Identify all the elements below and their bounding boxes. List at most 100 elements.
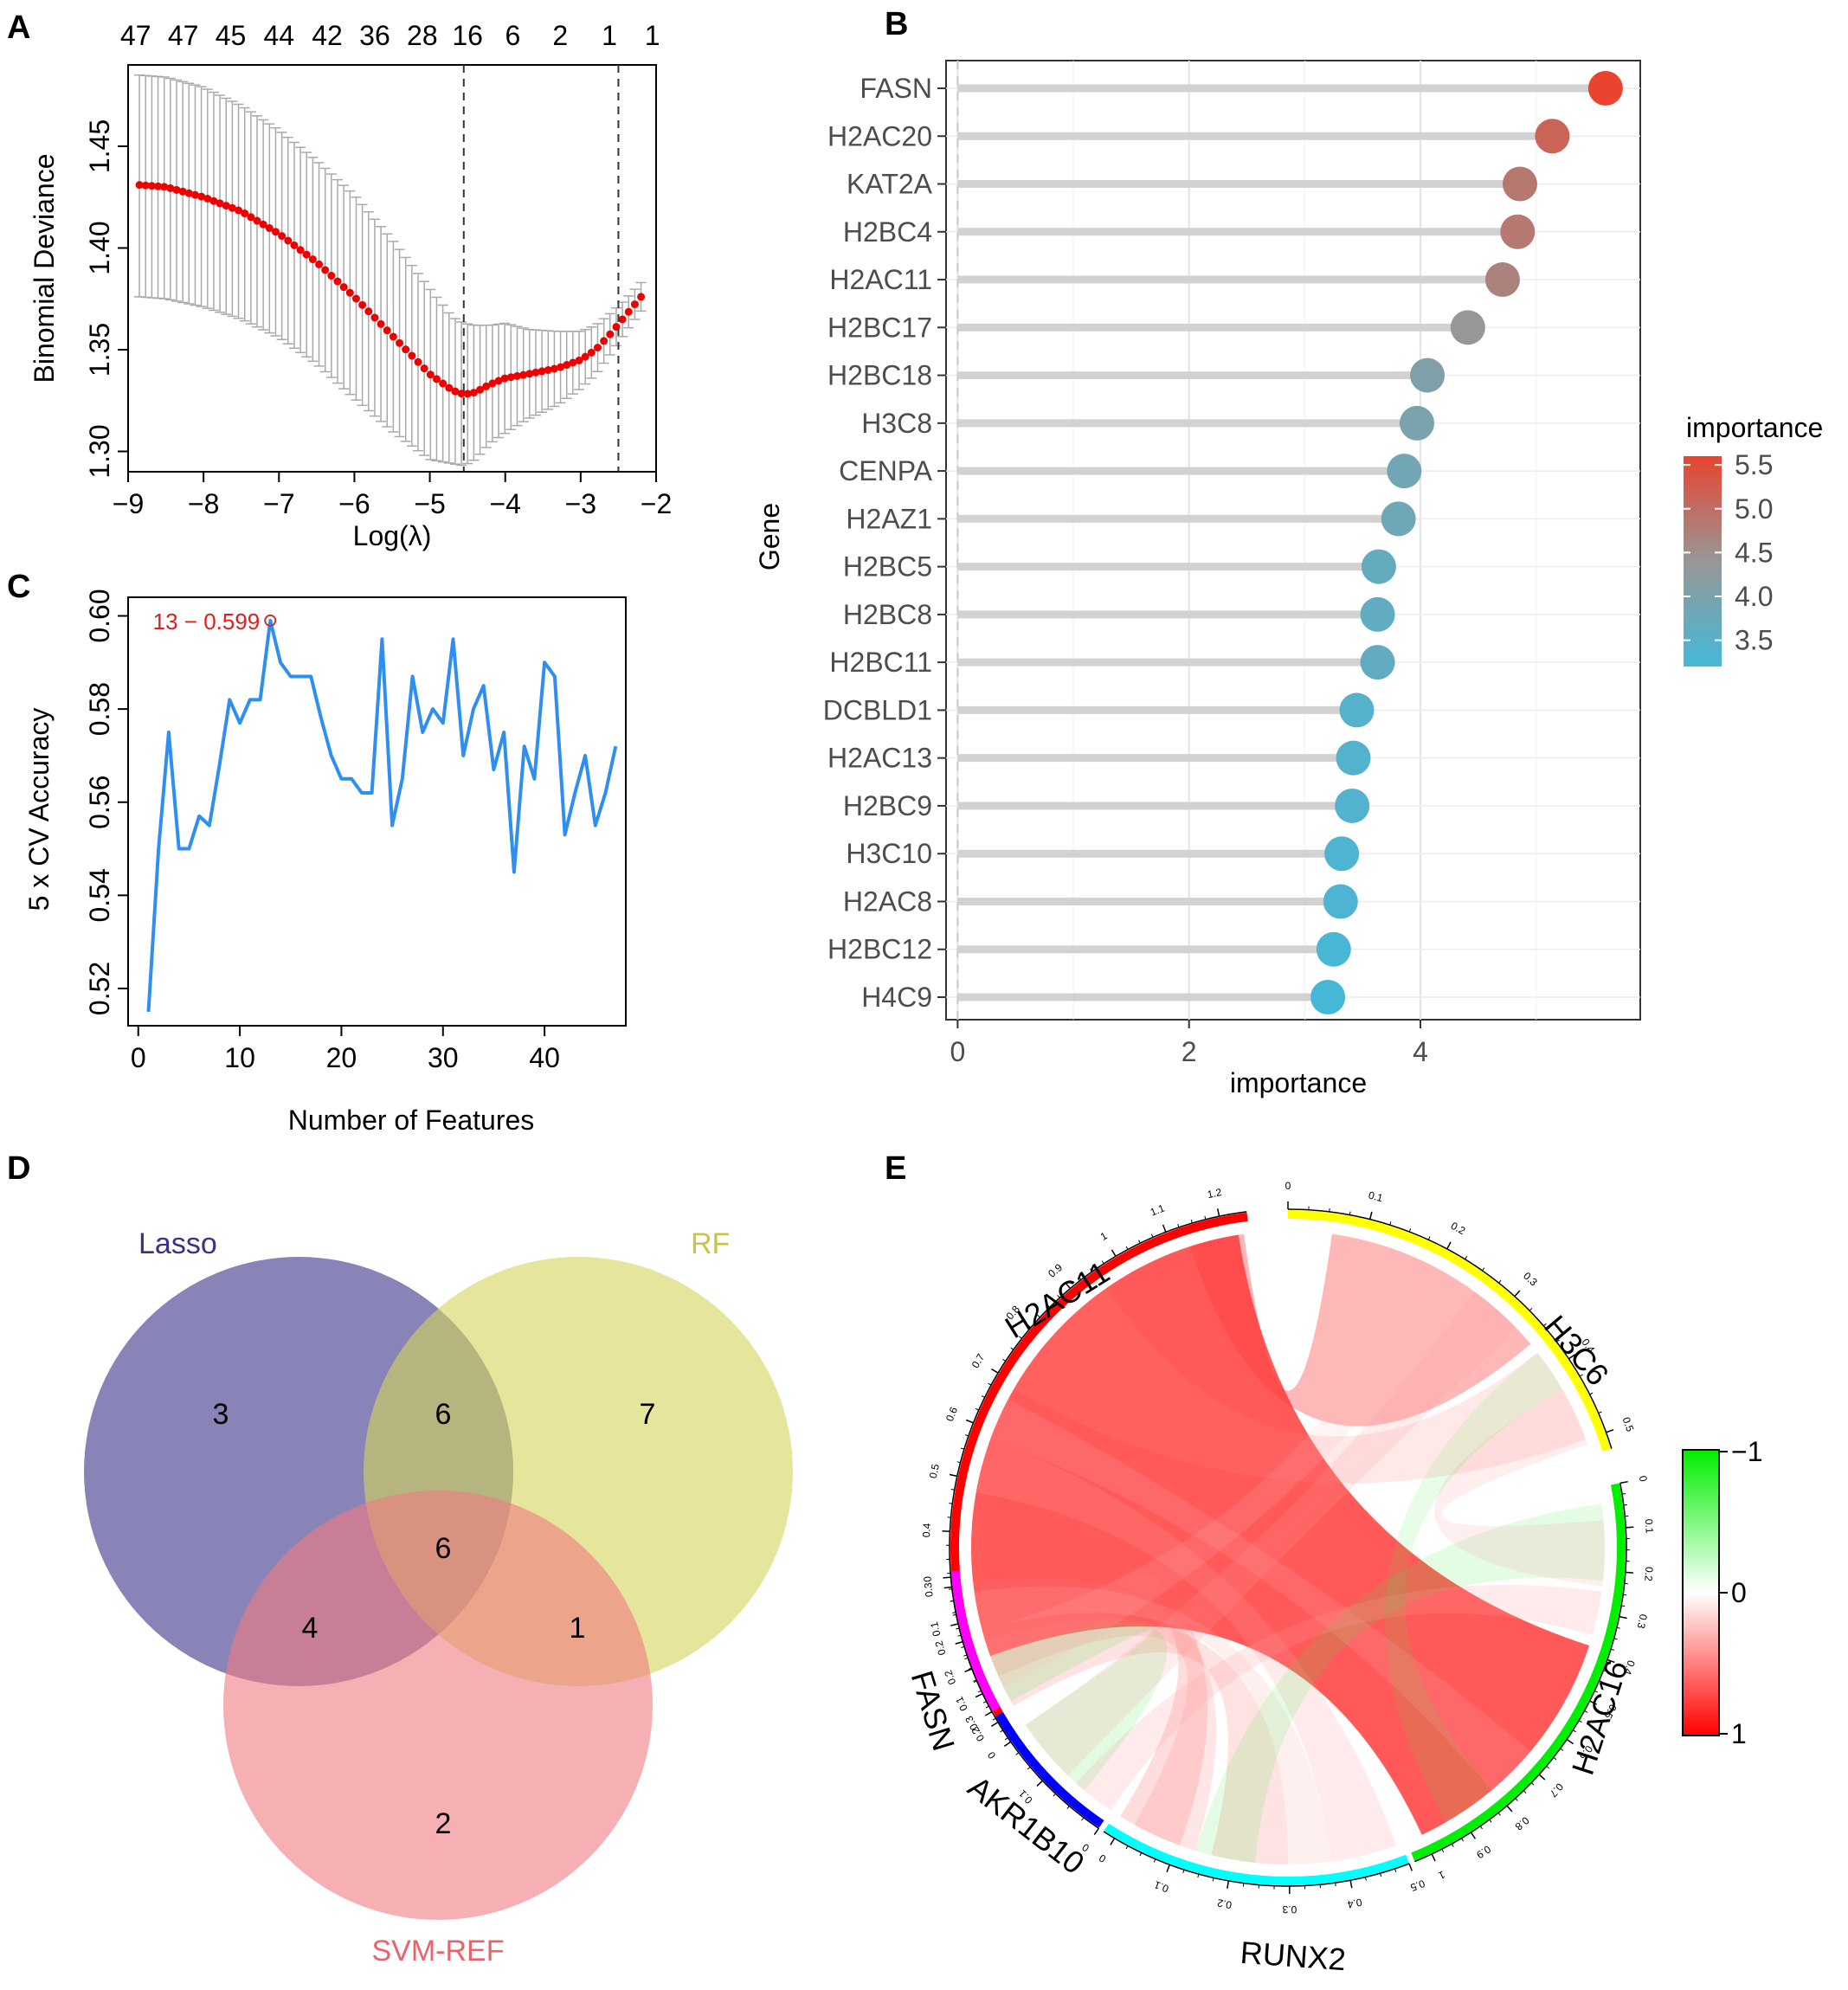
panel-e-sector-axis — [1414, 1483, 1627, 1863]
panel-e-minor-tick — [1079, 1277, 1082, 1280]
panel-e-tick-label: 0.2 — [1449, 1220, 1468, 1237]
panel-e-ribbons — [971, 1233, 1606, 1864]
panel-a-xtick-label: −2 — [641, 488, 672, 519]
panel-e-sector-runx2 — [1104, 1823, 1409, 1885]
panel-e-tick-label: 0.7 — [1547, 1781, 1566, 1800]
panel-a-ytick-label: 1.35 — [84, 323, 115, 377]
panel-d-venn: Lasso RF SVM-REF 3 7 2 6 4 1 6 — [84, 1227, 793, 1967]
panel-e-minor-tick — [1515, 1798, 1518, 1801]
panel-c-marks: 0 10 20 30 40 0.52 0.54 0.56 0.58 0.60 13 − 0.599 — [84, 589, 618, 1073]
panel-e-minor-tick — [1546, 1765, 1550, 1769]
panel-c-ytick-label: 0.58 — [84, 682, 115, 736]
panel-a-xtick-label: −5 — [414, 488, 445, 519]
panel-b-dot — [1310, 980, 1346, 1014]
panel-a-point — [439, 379, 448, 388]
panel-e-minor-tick — [1498, 1279, 1502, 1284]
panel-e-minor-tick — [1138, 1240, 1141, 1244]
panel-e-minor-tick — [1081, 1817, 1085, 1821]
panel-b-gene-label: H2BC9 — [843, 790, 932, 821]
panel-a-point — [247, 213, 255, 222]
panel-b-dot — [1484, 262, 1520, 298]
panel-a-point — [557, 363, 565, 371]
panel-e-ribbon — [976, 1439, 1397, 1862]
panel-a-point — [216, 199, 224, 208]
panel-e-minor-tick — [1621, 1605, 1626, 1607]
panel-e-sector-axis — [1287, 1208, 1613, 1449]
panel-e-minor-tick — [1479, 1826, 1483, 1830]
panel-e-ribbon — [982, 1260, 1465, 1687]
panel-c-rfe-plot: 0 10 20 30 400.520.540.560.580.60 13 − 0.599 … — [23, 589, 627, 1136]
panel-e-ribbon — [1434, 1389, 1606, 1587]
panel-a-point — [190, 190, 199, 199]
panel-e-minor-tick — [1190, 1219, 1193, 1224]
panel-a-point — [593, 344, 602, 352]
panel-e-tick-label: 0 — [1285, 1180, 1291, 1192]
panel-a-point — [569, 358, 577, 367]
panel-a-ytick-label: 1.45 — [84, 119, 115, 173]
panel-b-gene-label: H2BC11 — [829, 647, 932, 678]
panel-b-dot — [1381, 501, 1416, 537]
panel-e-tick-label: 0.1 — [953, 1694, 970, 1712]
panel-b-legend-label: 5.0 — [1735, 493, 1773, 525]
panel-a-point — [290, 241, 299, 249]
panel-e-sector-h2ac16 — [1411, 1483, 1626, 1861]
panel-e-minor-tick — [1364, 1877, 1367, 1881]
panel-e-minor-tick — [995, 1370, 999, 1374]
panel-a-ytick-label: 1.30 — [84, 424, 115, 478]
panel-e-minor-tick — [1040, 1780, 1043, 1784]
panel-e-tick-label: 0.3 — [922, 1581, 936, 1598]
panel-b-dot — [1587, 71, 1623, 106]
panel-a-point — [172, 185, 181, 194]
panel-b-marks: FASN H2AC20 KAT2A H2BC4 H2AC11 H2BC17 H2BC18 H3… — [823, 61, 1640, 1067]
panel-e-minor-tick — [982, 1701, 987, 1703]
panel-e-ribbon — [971, 1504, 1207, 1845]
panel-b-gene-label: DCBLD1 — [823, 694, 932, 725]
panel-c-xtick-label: 40 — [529, 1042, 560, 1073]
panel-label-c: C — [7, 569, 30, 605]
panel-a-point — [302, 250, 311, 259]
panel-a-point — [512, 371, 521, 380]
panel-b-importance-plot: FASN H2AC20 KAT2A H2BC4 H2AC11 H2BC17 H2BC18 H3… — [754, 60, 1823, 1098]
panel-a-point — [624, 307, 633, 316]
panel-e-tick — [943, 1576, 951, 1579]
panel-a-top-label: 2 — [552, 20, 568, 51]
panel-e-minor-tick — [965, 1434, 969, 1437]
panel-e-minor-tick — [1506, 1805, 1510, 1809]
panel-b-dot — [1339, 692, 1375, 728]
panel-e-minor-tick — [1066, 1806, 1070, 1809]
panel-b-xtick-label: 0 — [950, 1036, 965, 1067]
panel-c-xtick-label: 20 — [326, 1042, 357, 1073]
panel-e-tick-label: 0.5 — [1620, 1415, 1637, 1433]
panel-e-minor-tick — [1530, 1782, 1535, 1786]
panel-a-point — [426, 370, 435, 379]
panel-e-minor-tick — [1408, 1228, 1412, 1233]
panel-a-point — [209, 196, 218, 205]
venn-count-rf-only: 7 — [640, 1398, 656, 1431]
panel-e-minor-tick — [1623, 1504, 1627, 1506]
panel-a-point — [506, 373, 515, 382]
panel-e-minor-tick — [1553, 1756, 1557, 1761]
panel-b-legend-ticks: 5.5 5.0 4.5 4.0 3.5 — [1684, 449, 1773, 656]
panel-e-minor-tick — [1461, 1838, 1464, 1842]
panel-c-xlabel: Number of Features — [288, 1104, 535, 1136]
panel-a-point — [370, 313, 379, 322]
panel-e-sector-label: AKR1B10 — [962, 1768, 1091, 1881]
panel-a-point — [271, 228, 280, 236]
panel-a-point — [296, 246, 305, 254]
panel-b-gene-label: H3C8 — [861, 408, 932, 439]
panel-e-minor-tick — [1482, 1267, 1485, 1272]
panel-e-sector-axis — [994, 1716, 1099, 1829]
panel-a-point — [494, 377, 503, 385]
panel-a-point — [637, 293, 646, 301]
panel-e-minor-tick — [1163, 1228, 1167, 1233]
panel-a-point — [414, 357, 422, 366]
panel-e-tick — [1110, 1838, 1116, 1845]
panel-c-best-point — [264, 614, 277, 627]
panel-e-minor-tick — [1349, 1880, 1352, 1884]
panel-a-point — [154, 182, 163, 190]
panel-e-minor-tick — [1589, 1392, 1594, 1395]
panel-a-point — [488, 379, 497, 388]
panel-c-ytick-label: 0.56 — [84, 776, 115, 829]
panel-b-dot — [1360, 645, 1395, 680]
panel-a-point — [630, 300, 639, 309]
